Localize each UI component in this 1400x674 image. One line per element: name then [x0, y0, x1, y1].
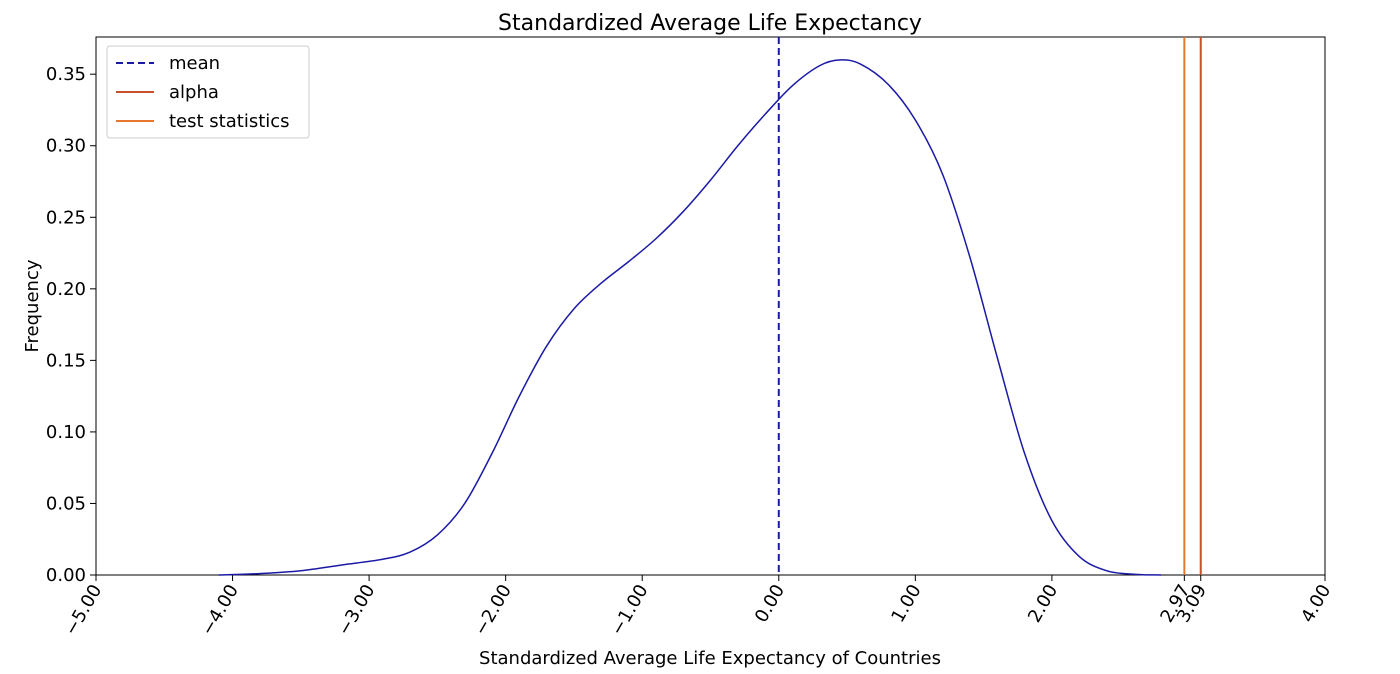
legend: mean alpha test statistics	[106, 45, 310, 139]
y-tick-label: 0.30	[46, 136, 86, 157]
legend-label: mean	[169, 53, 220, 74]
legend-label: alpha	[169, 82, 219, 103]
x-axis: −5.00 −4.00 −3.00 −2.00 −1.00 0.00 1.00 2.00 2.9…	[61, 575, 1335, 639]
y-axis-label: Frequency	[22, 259, 43, 352]
x-tick-label: 0.00	[751, 581, 789, 626]
x-tick-label: −5.00	[61, 581, 107, 639]
data-lines	[218, 37, 1202, 576]
x-tick-label: −1.00	[607, 581, 653, 639]
x-tick-label: 1.00	[887, 581, 925, 626]
chart-title: Standardized Average Life Expectancy	[498, 11, 922, 36]
legend-frame	[106, 45, 310, 139]
x-tick-label: 2.00	[1024, 581, 1062, 626]
y-tick-label: 0.00	[46, 565, 86, 586]
density-curve	[218, 59, 1162, 576]
x-tick-label: 4.00	[1297, 581, 1335, 626]
legend-label: test statistics	[169, 111, 290, 132]
x-tick-label: −4.00	[197, 581, 243, 639]
x-tick-label: −2.00	[470, 581, 516, 639]
y-tick-label: 0.05	[46, 493, 86, 514]
y-tick-label: 0.25	[46, 207, 86, 228]
y-tick-label: 0.15	[46, 350, 86, 371]
plot-area	[95, 36, 1326, 576]
y-tick-label: 0.10	[46, 422, 86, 443]
y-tick-label: 0.20	[46, 279, 86, 300]
x-tick-label: −3.00	[334, 581, 380, 639]
y-tick-label: 0.35	[46, 64, 86, 85]
y-axis: 0.00 0.05 0.10 0.15 0.20 0.25 0.30 0.35	[46, 64, 96, 586]
x-axis-label: Standardized Average Life Expectancy of …	[479, 648, 941, 669]
